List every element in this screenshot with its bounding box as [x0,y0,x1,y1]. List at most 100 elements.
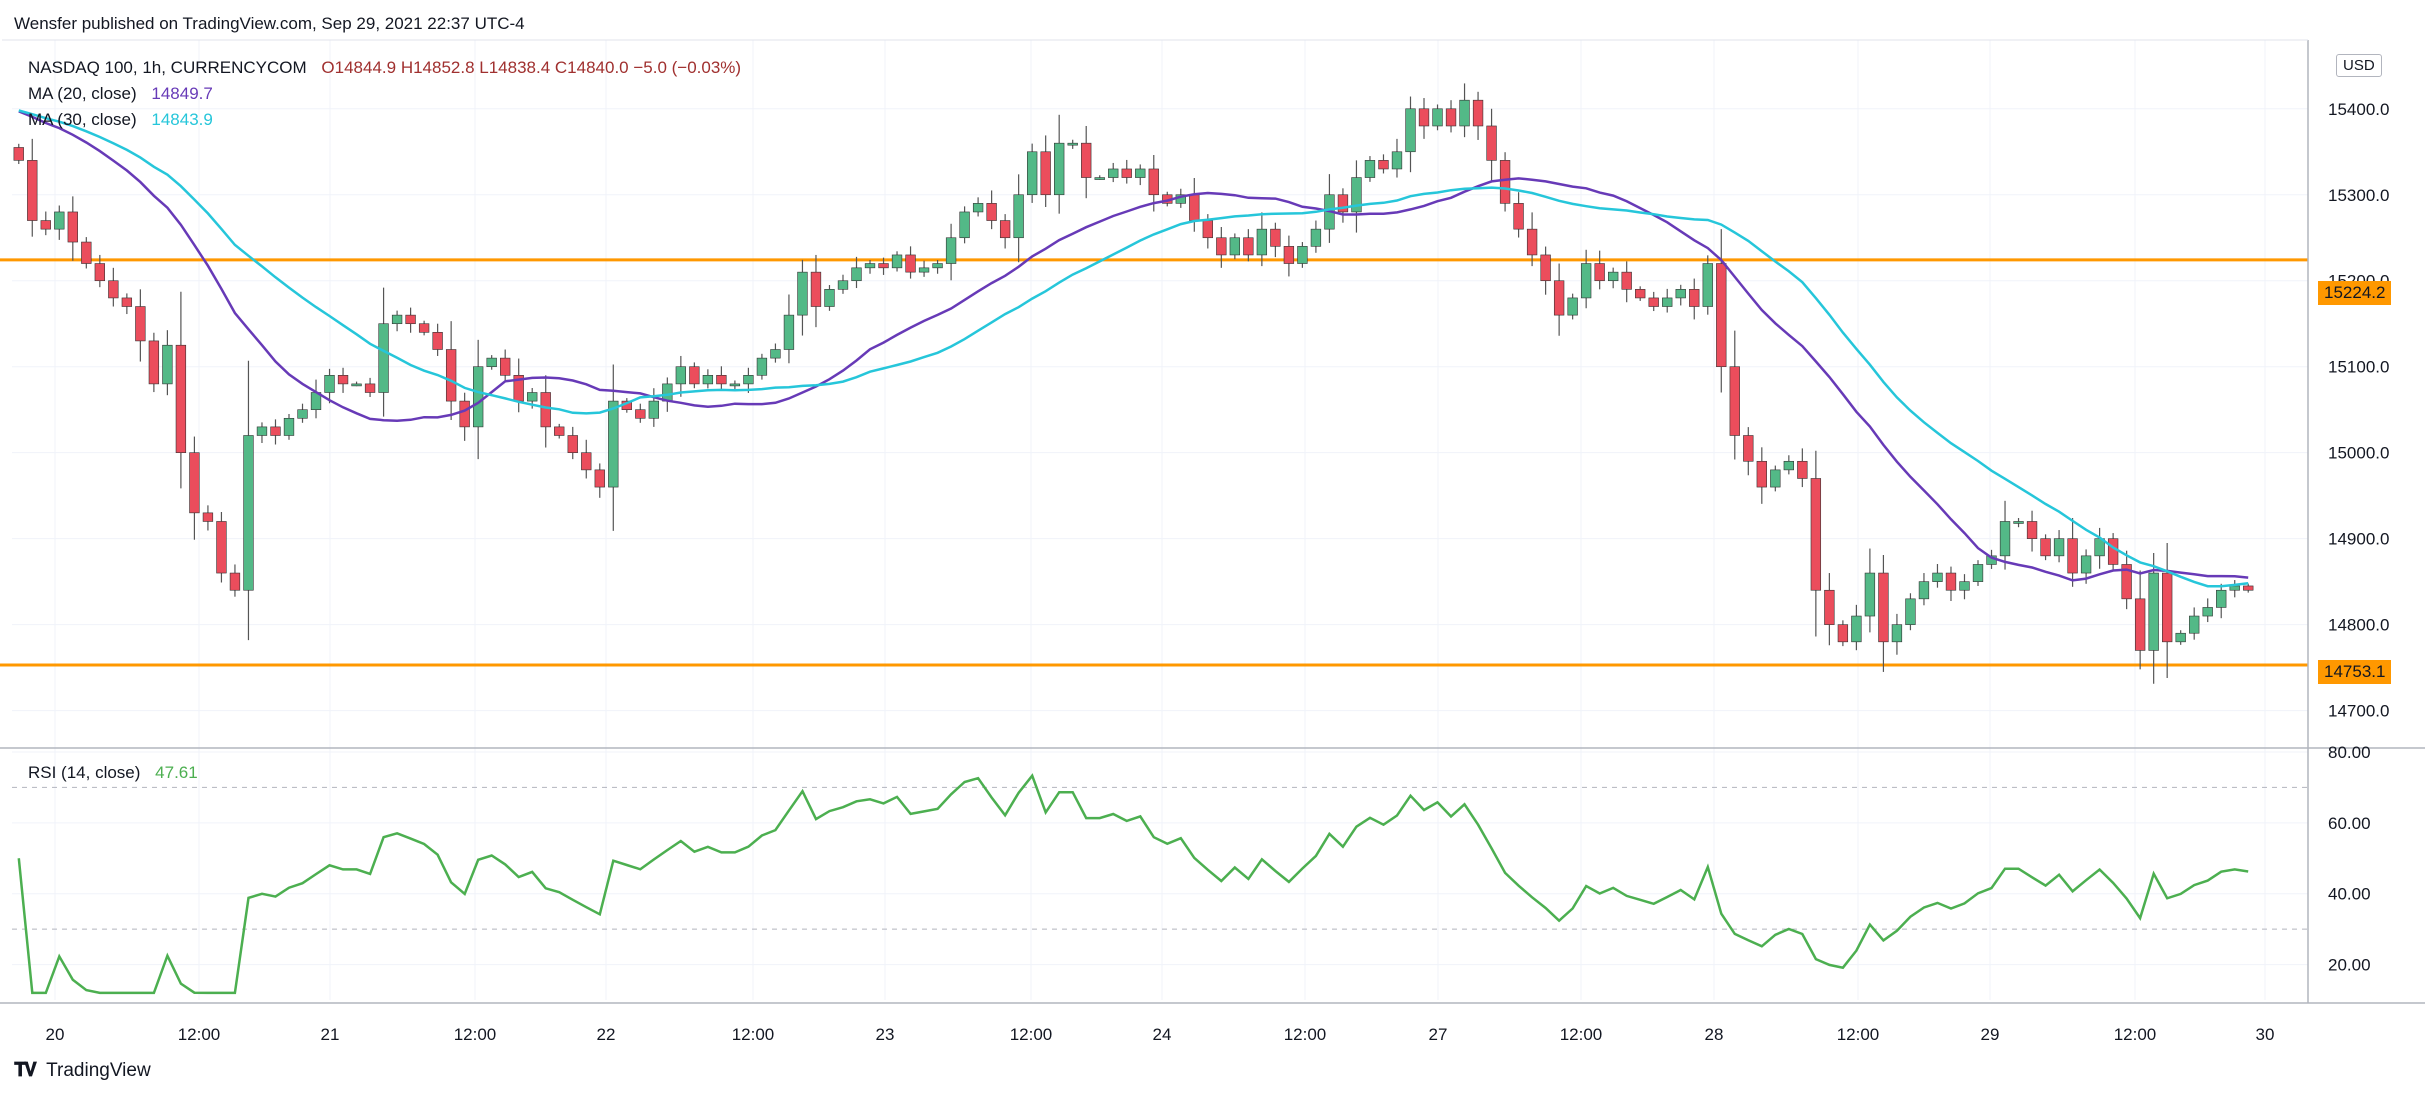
rsi-pane [12,773,2308,995]
symbol-name[interactable]: NASDAQ 100, 1h, CURRENCYCOM [28,58,307,77]
candle-body [459,400,470,428]
candle-body [662,383,673,402]
candle-body [2040,538,2051,557]
candle-body [1391,151,1403,170]
currency-badge[interactable]: USD [2336,54,2382,77]
candle-body [1945,572,1957,591]
tradingview-logo-text: TradingView [46,1060,151,1081]
candle-body [891,254,903,269]
candle-body [1364,160,1376,178]
time-tick-label: 20 [46,1025,65,1044]
candle-body [648,400,659,419]
candle-body [2229,585,2240,591]
ma30-value: 14843.9 [151,110,213,129]
price-tick-label: 14700.0 [2328,702,2389,721]
symbol-legend[interactable]: NASDAQ 100, 1h, CURRENCYCOM O14844.9 H14… [28,58,751,78]
price-tick-label: 14900.0 [2328,530,2389,549]
candle-body [1837,624,1849,643]
rsi-tick-label: 20.00 [2328,956,2371,975]
candle-body [1540,254,1551,282]
candle-body [1026,151,1038,196]
candle-body [1135,168,1146,178]
ma30-line [18,109,2249,588]
candle-body [1432,108,1443,127]
candle-body [418,323,430,333]
candle-body [67,211,78,243]
candle-body [1216,237,1227,256]
grid [12,40,2308,1000]
upper-level-label: 15224.2 [2318,281,2392,305]
candle-body [405,314,416,325]
ma20-legend[interactable]: MA (20, close) 14849.7 [28,84,223,104]
candle-body [1378,160,1389,170]
candle-body [2121,564,2132,600]
rsi-legend[interactable]: RSI (14, close) 47.61 [28,763,208,783]
candle-body [1081,142,1092,178]
candle-body [54,211,65,230]
candle-body [527,392,538,402]
candle-body [1918,581,1930,600]
candle-body [13,147,24,161]
candle-body [324,375,335,393]
candle-body [162,344,173,385]
rsi-tick-label: 80.00 [2328,743,2371,762]
candle-body [445,349,457,402]
axes: 14700.014800.014900.015000.015100.015200… [0,39,2425,1044]
candle-body [2134,598,2146,651]
time-tick-label: 12:00 [178,1025,221,1044]
time-tick-label: 21 [321,1025,340,1044]
candle-body [1851,615,1862,643]
candle-body [1040,151,1051,196]
ohlc-values: O14844.9 H14852.8 L14838.4 C14840.0 −5.0… [321,58,742,77]
candle-body [2175,632,2186,643]
candle-body [1445,108,1457,127]
tradingview-logo[interactable]: 𝐓𝐕 TradingView [14,1060,151,1082]
candle-body [337,375,349,385]
candle-body [554,426,565,436]
candle-body [1716,263,1727,368]
candle-body [824,289,835,307]
candle-body [1189,194,1200,221]
candle-body [216,521,227,574]
candle-body [1648,297,1659,307]
time-tick-label: 28 [1705,1025,1724,1044]
candle-body [2216,589,2227,608]
candle-body [783,314,795,350]
time-tick-label: 23 [876,1025,895,1044]
candle-body [270,426,281,436]
candle-body [770,349,781,359]
candle-body [851,267,862,282]
candle-body [1418,108,1430,127]
candle-body [1108,168,1119,178]
candle-body [2243,585,2254,591]
candle-body [283,417,295,436]
candle-body [1256,228,1268,256]
candle-body [256,426,268,436]
ma20-value: 14849.7 [151,84,213,103]
candle-body [1472,99,1484,127]
time-tick-label: 12:00 [454,1025,497,1044]
candle-body [932,263,943,269]
candle-body [121,297,133,307]
candle-body [1797,460,1808,479]
candle-body [1608,271,1619,282]
candle-body [1594,263,1605,282]
candle-body [432,332,443,350]
time-tick-label: 12:00 [2114,1025,2157,1044]
candle-body [1202,220,1213,239]
candle-body [1405,108,1416,153]
candle-body [1270,228,1281,247]
candle-body [1459,99,1470,127]
candle-body [1972,564,1984,582]
candle-body [1094,177,1105,180]
time-tick-label: 24 [1153,1025,1172,1044]
candle-body [2053,538,2065,557]
candle-body [364,383,376,393]
candle-body [810,271,822,307]
candle-body [918,267,930,273]
candle-body [1499,160,1511,204]
price-tick-label: 15100.0 [2328,358,2389,377]
candle-body [2189,615,2200,634]
ma30-legend[interactable]: MA (30, close) 14843.9 [28,110,223,130]
support-resistance-lines [0,258,2308,667]
